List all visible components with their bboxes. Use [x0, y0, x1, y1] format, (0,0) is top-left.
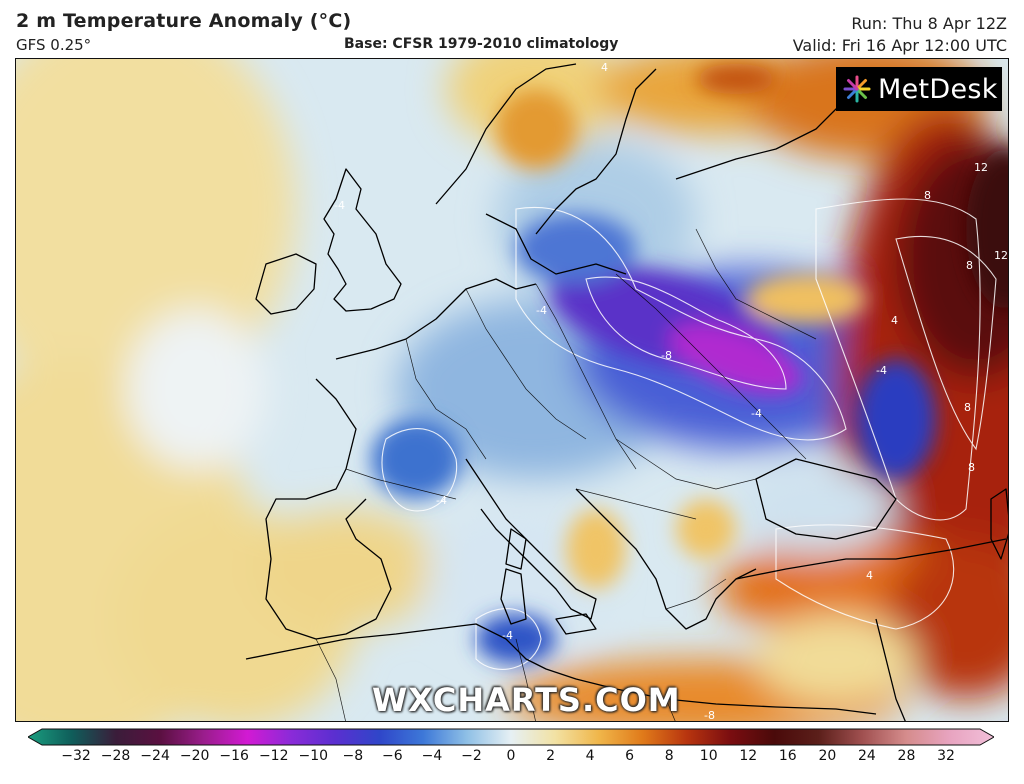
starburst-logo-icon: [843, 75, 871, 103]
contour-label: -4: [334, 199, 345, 212]
run-time-label: Run: Thu 8 Apr 12Z: [851, 14, 1007, 33]
turkey-outline: [735, 538, 1007, 580]
map-canvas: -4 -4 -8 -4 -4 -4 4 4 8 8 12 12 8 4 -8 8…: [16, 59, 1008, 722]
colorbar-tick-label: −12: [258, 748, 289, 764]
colorbar-tick-label: 10: [699, 748, 718, 764]
colorbar-tick-label: 8: [664, 748, 674, 764]
scandinavia-outline: [435, 63, 657, 235]
contour-label: 4: [891, 314, 898, 327]
colorbar-tick-label: −8: [342, 748, 364, 764]
contour-label: 12: [974, 161, 988, 174]
contour-label: -4: [876, 364, 887, 377]
base-climatology-label: Base: CFSR 1979-2010 climatology: [344, 36, 619, 52]
sicily-outline: [555, 613, 597, 635]
contour-label: 12: [994, 249, 1008, 262]
colorbar: [28, 728, 994, 746]
black-sea-outline: [755, 458, 897, 540]
north-africa-coast: [245, 623, 877, 715]
chart-title: 2 m Temperature Anomaly (°C): [16, 10, 352, 32]
contour-label: 4: [601, 61, 608, 74]
colorbar-tick-label: 16: [778, 748, 797, 764]
colorbar-tick-labels: −32 −28 −24 −20 −16 −12 −10 −8 −6 −4 −2 0 2 4 6 8 10 12 16…: [0, 748, 1024, 770]
valid-time-label: Valid: Fri 16 Apr 12:00 UTC: [792, 36, 1007, 55]
colorbar-tick-label: −6: [382, 748, 403, 764]
baltic-outline: [485, 213, 627, 275]
contour-label: 8: [966, 259, 973, 272]
italy-outline: [465, 458, 597, 620]
great-britain-outline: [323, 168, 402, 312]
balkans-outline: [575, 488, 757, 630]
caspian-outline: [990, 488, 1008, 560]
contour-label: 8: [964, 401, 971, 414]
country-borders: [315, 228, 817, 721]
colorbar-tick-label: −20: [179, 748, 210, 764]
contour-label: -8: [661, 349, 672, 362]
contour-label: -4: [751, 407, 762, 420]
colorbar-tick-label: 12: [739, 748, 758, 764]
colorbar-tick-label: −10: [298, 748, 329, 764]
colorbar-tick-label: 32: [937, 748, 955, 764]
colorbar-tick-label: −2: [461, 748, 482, 764]
contour-lines: [381, 198, 997, 670]
contour-label: 8: [968, 461, 975, 474]
colorbar-tick-label: 6: [625, 748, 635, 764]
colorbar-tick-label: 24: [857, 748, 876, 764]
contour-label: -4: [536, 304, 547, 317]
metdesk-logo: MetDesk: [836, 67, 1002, 111]
contour-labels: -4 -4 -8 -4 -4 -4 4 4 8 8 12 12 8 4 -8 8…: [334, 61, 1008, 722]
temperature-anomaly-map: -4 -4 -8 -4 -4 -4 4 4 8 8 12 12 8 4 -8 8…: [15, 58, 1009, 722]
corsica-outline: [505, 528, 527, 570]
sardinia-outline: [500, 568, 527, 625]
colorbar-tick-label: −16: [219, 748, 249, 764]
logo-text: MetDesk: [878, 73, 998, 105]
contour-label: -8: [704, 709, 715, 722]
ireland-outline: [255, 253, 317, 315]
colorbar-tick-label: 4: [585, 748, 595, 764]
colorbar-bar: [28, 728, 994, 746]
colorbar-tick-label: 0: [506, 748, 516, 764]
contour-label: 4: [866, 569, 873, 582]
colorbar-tick-label: −4: [421, 748, 443, 764]
colorbar-tick-label: −32: [61, 748, 91, 764]
contour-label: -4: [436, 494, 447, 507]
model-label: GFS 0.25°: [16, 36, 92, 54]
watermark: WXCHARTS.COM: [372, 681, 681, 719]
colorbar-tick-label: −28: [100, 748, 131, 764]
colorbar-tick-label: 20: [818, 748, 837, 764]
colorbar-tick-label: −24: [140, 748, 170, 764]
colorbar-tick-label: 2: [546, 748, 555, 764]
contour-label: 8: [924, 189, 931, 202]
finland-outline: [675, 98, 847, 180]
north-sea-coast: [335, 278, 537, 360]
contour-label: -4: [502, 629, 513, 642]
colorbar-tick-label: 28: [897, 748, 916, 764]
levant-outline: [875, 618, 906, 721]
